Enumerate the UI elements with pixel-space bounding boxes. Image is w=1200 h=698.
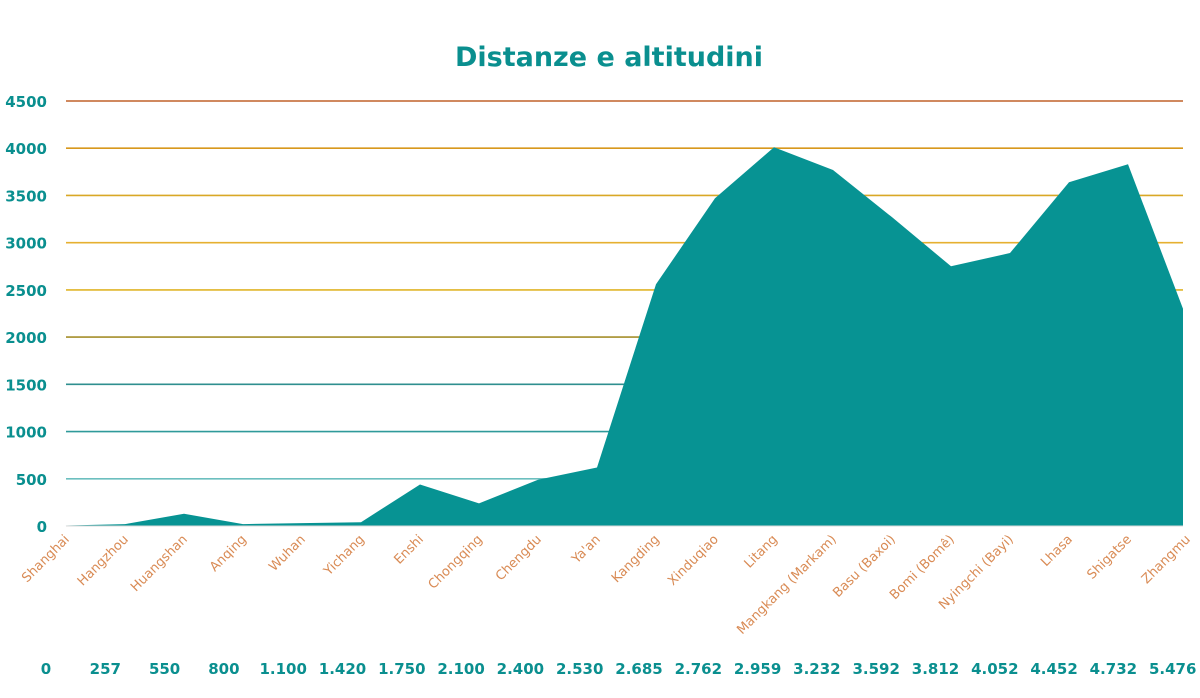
- y-tick-label: 0: [37, 518, 47, 536]
- y-tick-label: 3500: [5, 187, 47, 205]
- x-category-label: Anqing: [207, 532, 250, 575]
- x-distance-label: 3.592: [852, 660, 899, 678]
- x-category-label: Huangshan: [128, 532, 191, 595]
- x-distance-label: 4.732: [1090, 660, 1137, 678]
- x-distance-label: 1.750: [378, 660, 425, 678]
- y-tick-label: 4500: [5, 93, 47, 111]
- x-distance-label: 5.476: [1149, 660, 1196, 678]
- y-tick-label: 3000: [5, 235, 47, 253]
- x-category-label: Litang: [742, 532, 781, 571]
- y-axis-ticks: 0 500 1000 1500 2000 2500 3000 3500 4000 4500: [5, 93, 47, 536]
- x-distance-label: 550: [149, 660, 180, 678]
- y-tick-label: 500: [16, 471, 47, 489]
- x-distance-label: 2.685: [615, 660, 662, 678]
- x-category-label: Hangzhou: [75, 532, 132, 589]
- x-distance-label: 3.232: [793, 660, 840, 678]
- x-category-label: Kangding: [609, 532, 663, 586]
- area-series: [65, 147, 1184, 527]
- x-category-label: Shigatse: [1084, 532, 1134, 582]
- y-tick-label: 2000: [5, 329, 47, 347]
- x-category-label: Chengdu: [493, 532, 545, 584]
- x-distance-label: 0: [41, 660, 51, 678]
- x-category-label: Lhasa: [1038, 532, 1076, 570]
- x-distance-label: 1.100: [259, 660, 306, 678]
- x-category-label: Shanghai: [19, 532, 73, 586]
- x-distance-label: 3.812: [912, 660, 959, 678]
- x-category-label: Mangkang (Markam): [734, 532, 839, 637]
- x-distance-label: 800: [208, 660, 239, 678]
- y-tick-label: 4000: [5, 140, 47, 158]
- x-category-label: Yichang: [320, 532, 367, 579]
- x-category-label: Xinduqiao: [665, 532, 722, 589]
- x-distance-label: 2.762: [675, 660, 722, 678]
- y-tick-label: 2500: [5, 282, 47, 300]
- x-distance-label: 1.420: [319, 660, 366, 678]
- x-distance-label: 257: [90, 660, 121, 678]
- x-category-label: Enshi: [391, 532, 426, 567]
- x-category-label: Zhangmu: [1139, 532, 1194, 587]
- x-distance-label: 4.452: [1030, 660, 1077, 678]
- x-distance-label: 2.400: [497, 660, 544, 678]
- area-fill: [66, 147, 1183, 526]
- x-category-label: Wuhan: [266, 532, 308, 574]
- x-distance-label: 2.959: [734, 660, 781, 678]
- x-distance-label: 2.100: [437, 660, 484, 678]
- grid-lines: [66, 100, 1183, 527]
- chart-title: Distanze e altitudini: [455, 42, 763, 73]
- y-tick-label: 1000: [5, 424, 47, 442]
- x-distance-label: 2.530: [556, 660, 603, 678]
- y-tick-label: 1500: [5, 376, 47, 394]
- x-distance-label: 4.052: [971, 660, 1018, 678]
- x-category-label: Ya'an: [569, 532, 604, 567]
- x-axis-distance-labels: 0 257 550 800 1.100 1.420 1.750 2.100 2.400 2.530…: [41, 660, 1197, 678]
- x-category-label: Chongqing: [426, 532, 486, 592]
